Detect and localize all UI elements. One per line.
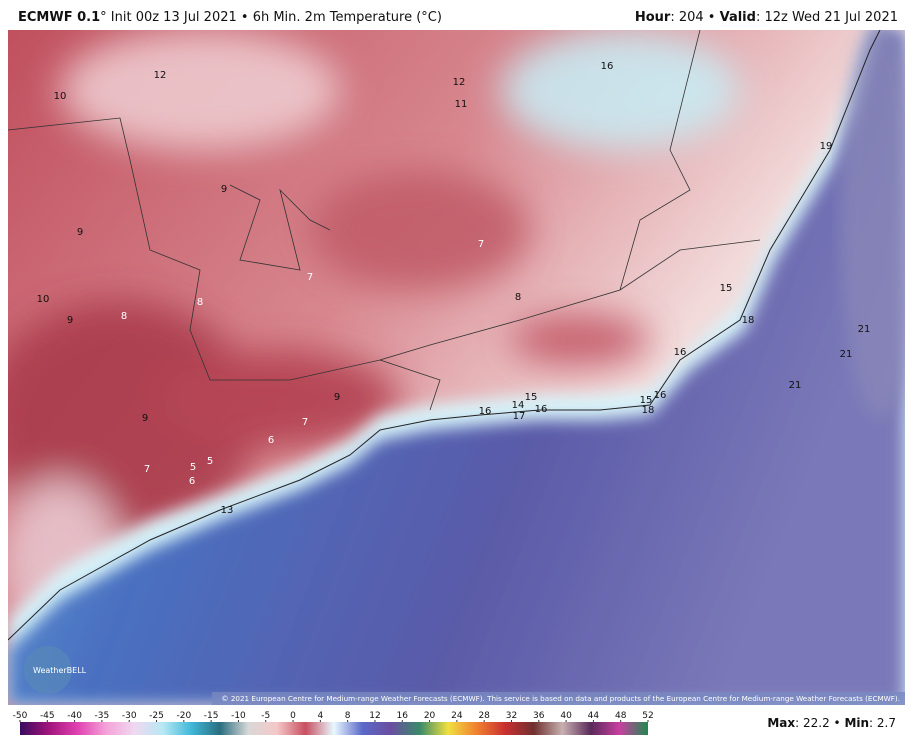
legend-tick-label: 0 — [290, 711, 296, 721]
map-label: 16 — [479, 406, 492, 417]
min-label: Min — [844, 716, 870, 730]
max-value: : 22.2 • — [795, 716, 845, 730]
map-label: 6 — [268, 435, 274, 446]
legend-tick-label: 36 — [533, 711, 545, 721]
map-label: 12 — [154, 70, 167, 81]
map-label: 9 — [142, 413, 148, 424]
legend-tick-label: 40 — [560, 711, 572, 721]
legend-tick-label: -35 — [95, 711, 110, 721]
legend-bar — [20, 722, 648, 735]
legend-tick-label: 16 — [397, 711, 409, 721]
map-field — [8, 30, 905, 705]
copyright: © 2021 European Centre for Medium-range … — [221, 694, 900, 703]
legend-tick-label: -30 — [122, 711, 137, 721]
map-label: 5 — [207, 456, 213, 467]
hour: : 204 • — [670, 10, 720, 25]
valid: : 12z Wed 21 Jul 2021 — [755, 10, 898, 25]
map-label: 8 — [121, 311, 127, 322]
legend-tick-label: -20 — [176, 711, 191, 721]
map-label: 10 — [37, 294, 50, 305]
map-label: 15 — [525, 392, 538, 403]
map-label: 21 — [840, 349, 853, 360]
map-label: 9 — [334, 392, 340, 403]
description: ° Init 00z 13 Jul 2021 • 6h Min. 2m Temp… — [100, 10, 442, 25]
legend-tick-label: 48 — [615, 711, 627, 721]
legend-tick-label: 12 — [369, 711, 380, 721]
map-label: 16 — [674, 347, 687, 358]
map-label: 17 — [513, 411, 526, 422]
map-label: 7 — [144, 464, 150, 475]
map-label: 8 — [515, 292, 521, 303]
hour-label: Hour — [634, 10, 671, 25]
map-label: 9 — [221, 184, 227, 195]
map-label: 11 — [455, 99, 468, 110]
min-value: : 2.7 — [869, 716, 896, 730]
legend-tick-label: -5 — [261, 711, 270, 721]
legend-tick-label: 20 — [424, 711, 436, 721]
legend-tick-label: -50 — [13, 711, 28, 721]
legend-tick-label: -25 — [149, 711, 164, 721]
map-label: 15 — [720, 283, 733, 294]
legend-tick-label: 24 — [451, 711, 463, 721]
map-label: 9 — [77, 227, 83, 238]
map-label: 15 — [640, 395, 653, 406]
stats: Max: 22.2 • Min: 2.7 — [767, 716, 896, 730]
max-label: Max — [767, 716, 796, 730]
legend-tick-label: 44 — [588, 711, 600, 721]
legend-tick-label: -15 — [204, 711, 219, 721]
map-label: 7 — [307, 272, 313, 283]
map-label: 13 — [221, 505, 234, 516]
map-label: 10 — [54, 91, 67, 102]
map-label: 16 — [654, 390, 667, 401]
legend-tick-label: -40 — [67, 711, 82, 721]
valid-label: Valid — [719, 10, 756, 25]
legend-tick-label: -10 — [231, 711, 246, 721]
map-label: 16 — [601, 61, 614, 72]
map-label: 14 — [512, 400, 525, 411]
legend-tick-label: 28 — [478, 711, 490, 721]
map-label: 16 — [535, 404, 548, 415]
legend-tick-label: -45 — [40, 711, 55, 721]
legend-tick-label: 32 — [506, 711, 517, 721]
map-label: 7 — [478, 239, 484, 250]
map-label: 5 — [190, 462, 196, 473]
map-label: 6 — [189, 476, 195, 487]
legend-tick-label: 52 — [642, 711, 653, 721]
map-label: 8 — [197, 297, 203, 308]
model: ECMWF 0.1 — [18, 10, 101, 25]
watermark-logo — [24, 646, 72, 694]
map-label: 21 — [789, 380, 802, 391]
map-label: 21 — [858, 324, 871, 335]
map-label: 18 — [742, 315, 755, 326]
map-label: 9 — [67, 315, 73, 326]
map-label: 18 — [642, 405, 655, 416]
legend-tick-label: 8 — [345, 711, 351, 721]
watermark: WeatherBELL — [33, 666, 87, 675]
map-label: 7 — [302, 417, 308, 428]
header-right: Hour: 204 • Valid: 12z Wed 21 Jul 2021 — [635, 10, 898, 25]
map-label: 19 — [820, 141, 833, 152]
header-left: ECMWF 0.1° Init 00z 13 Jul 2021 • 6h Min… — [18, 10, 442, 25]
legend-tick-label: 4 — [317, 711, 323, 721]
map-label: 12 — [453, 77, 466, 88]
